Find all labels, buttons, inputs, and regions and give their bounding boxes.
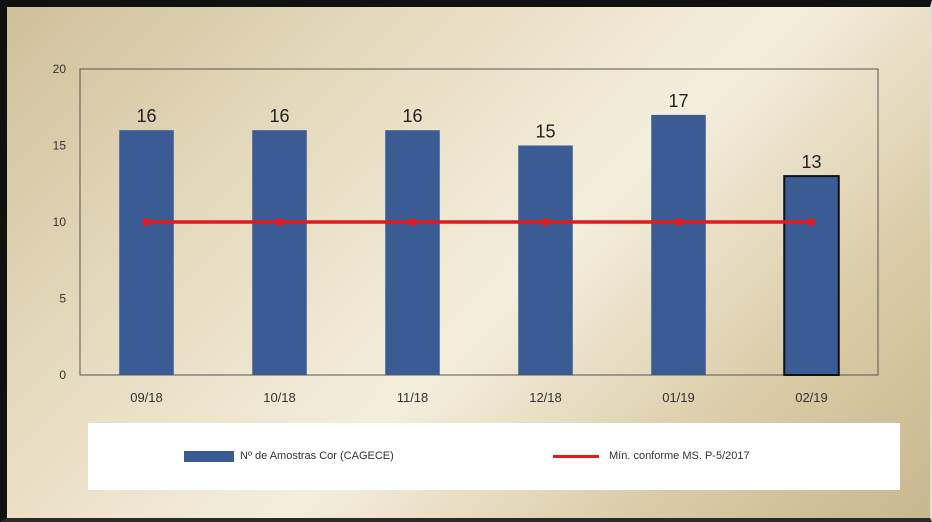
plot-area (79, 68, 879, 376)
legend-swatch-bars (184, 450, 234, 462)
data-labels: 16 16 16 15 17 13 (136, 91, 821, 172)
x-tick-label: 12/18 (529, 390, 562, 405)
x-tick-label: 01/19 (662, 390, 695, 405)
y-tick-label: 10 (53, 215, 67, 229)
bar (119, 130, 174, 375)
x-tick-label: 10/18 (263, 390, 296, 405)
bar (252, 130, 307, 375)
bar (518, 145, 573, 375)
data-label: 16 (136, 106, 156, 126)
bar (651, 114, 706, 376)
bar (783, 175, 840, 376)
line-point (275, 218, 284, 226)
line-point (541, 218, 550, 226)
line-series (142, 218, 816, 226)
legend: Nº de Amostras Cor (CAGECE) Mín. conform… (88, 423, 900, 490)
y-tick-label: 5 (59, 292, 66, 306)
line-point (142, 218, 151, 226)
legend-swatch-line (553, 454, 599, 458)
legend-item-line: Mín. conforme MS. P-5/2017 (553, 450, 750, 462)
line-point (807, 218, 816, 226)
data-label: 15 (535, 122, 555, 142)
x-tick-label: 09/18 (130, 390, 163, 405)
legend-label-line: Mín. conforme MS. P-5/2017 (609, 450, 750, 462)
x-axis: 09/18 10/18 11/18 12/18 01/19 02/19 (130, 390, 828, 405)
legend-item-bars: Nº de Amostras Cor (CAGECE) (184, 450, 394, 462)
bar-series (119, 114, 840, 376)
legend-label-bars: Nº de Amostras Cor (CAGECE) (240, 450, 394, 462)
y-tick-label: 15 (53, 139, 67, 153)
data-label: 16 (402, 106, 422, 126)
y-tick-label: 20 (53, 62, 67, 76)
data-label: 16 (269, 106, 289, 126)
line-point (408, 218, 417, 226)
y-axis: 0 5 10 15 20 (53, 62, 67, 382)
data-label: 13 (801, 152, 821, 172)
bar (385, 130, 440, 375)
data-label: 17 (668, 91, 688, 111)
y-tick-label: 0 (59, 368, 66, 382)
line-point (674, 218, 683, 226)
x-tick-label: 11/18 (397, 390, 429, 405)
x-tick-label: 02/19 (795, 390, 828, 405)
